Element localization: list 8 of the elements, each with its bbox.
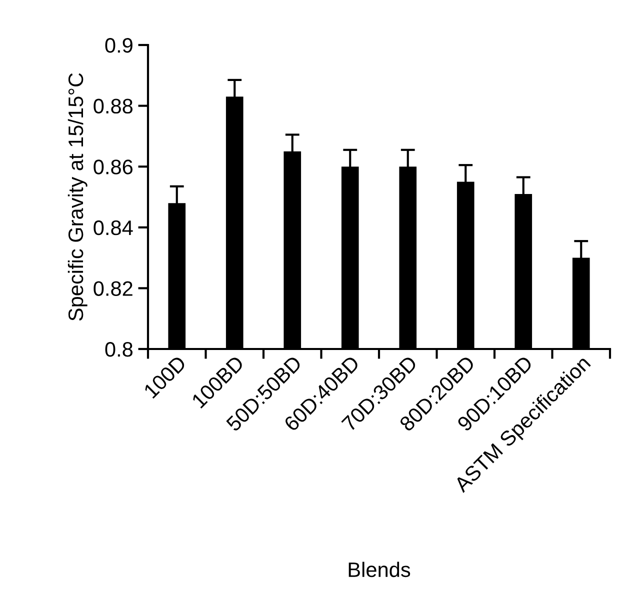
y-tick-label: 0.84 [94,220,133,236]
y-axis-title: Specific Gravity at 15/15°C [68,73,88,321]
y-tick-label: 0.86 [94,160,133,174]
x-axis-title: Blends [348,562,410,578]
y-tick-label: 0.8 [105,342,133,357]
y-tick-label: 0.9 [105,38,132,53]
y-tick-label: 0.88 [94,98,133,114]
y-tick-label: 0.82 [94,281,132,296]
